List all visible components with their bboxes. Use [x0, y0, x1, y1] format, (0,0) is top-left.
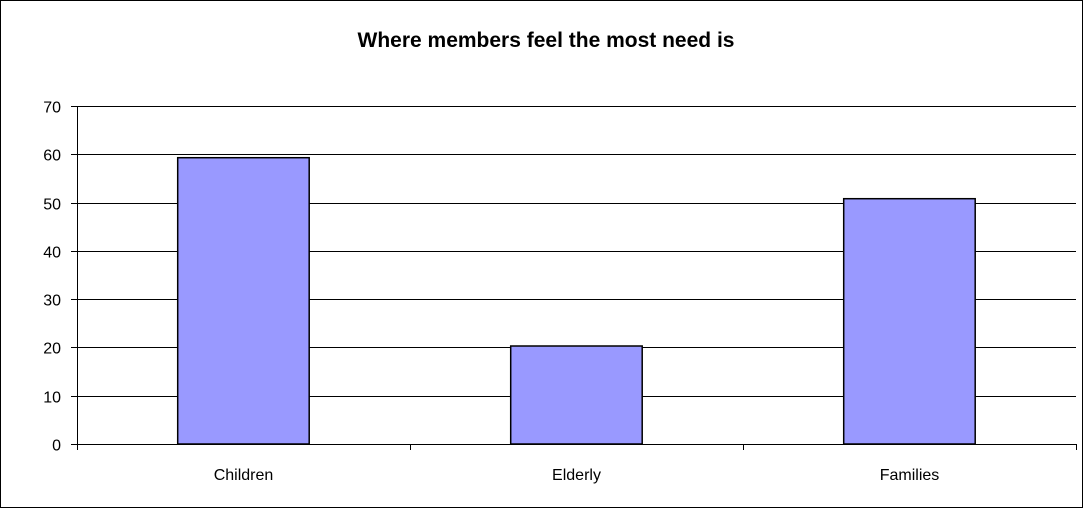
y-tick-label: 40: [43, 245, 61, 262]
y-tick-label: 10: [43, 390, 61, 407]
bar-families: [842, 197, 976, 445]
x-tick-label: Families: [880, 467, 940, 484]
y-tick-label: 60: [43, 148, 61, 165]
bar-elderly: [509, 345, 643, 445]
y-tick-label: 20: [43, 341, 61, 358]
chart-title: Where members feel the most need is: [358, 29, 735, 52]
y-tick-label: 30: [43, 293, 61, 310]
bars: [176, 156, 976, 445]
x-axis: Children Elderly Families: [77, 444, 1077, 484]
bar-children: [176, 156, 310, 445]
y-tick-label: 70: [43, 100, 61, 117]
x-tick-label: Children: [214, 467, 274, 484]
y-tick-label: 0: [52, 438, 61, 455]
y-axis: 0 10 20 30 40 50 60 70: [43, 100, 78, 455]
y-tick-label: 50: [43, 197, 61, 214]
x-tick-label: Elderly: [552, 467, 601, 484]
